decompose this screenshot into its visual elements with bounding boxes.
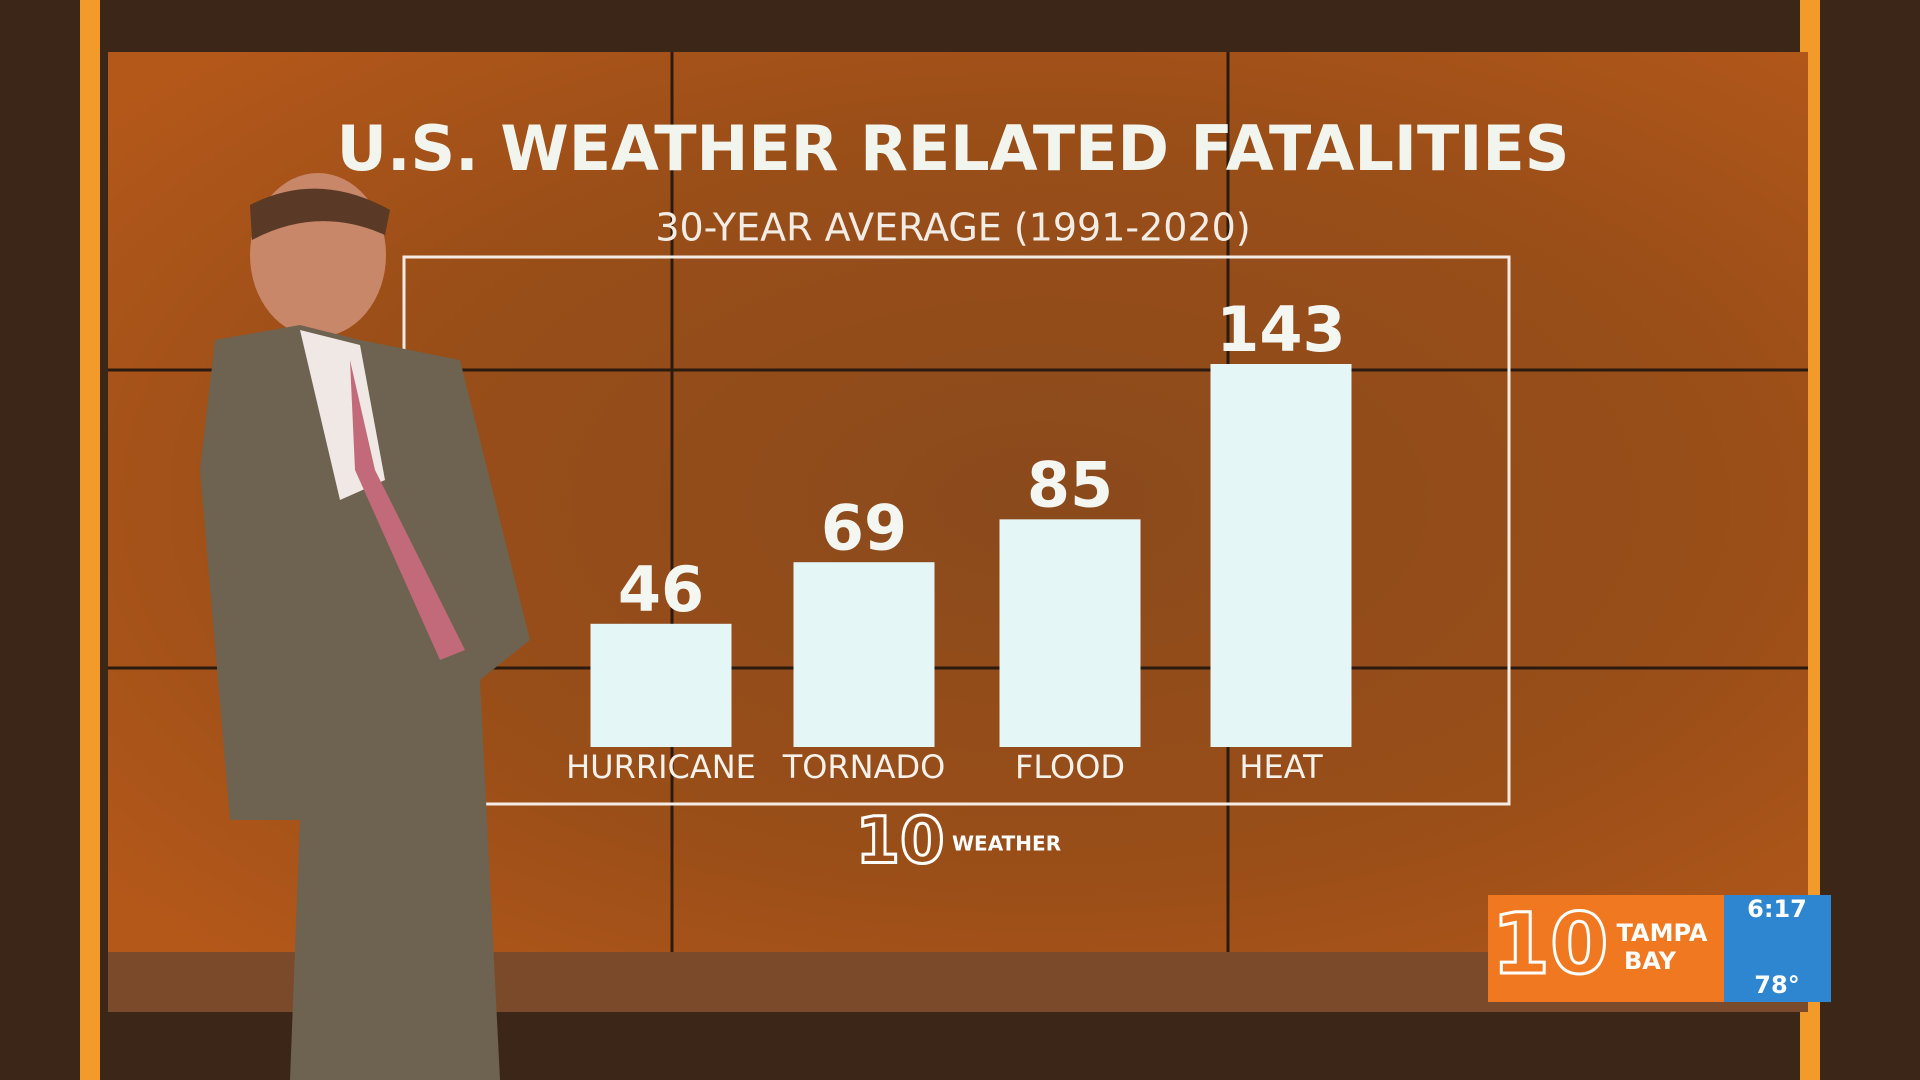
bug-time: 6:17 — [1747, 895, 1807, 923]
logo-text: WEATHER — [952, 832, 1061, 856]
value-label: 46 — [618, 553, 704, 626]
bar — [1210, 364, 1352, 747]
bug-temperature: 78° — [1754, 971, 1799, 999]
chart-subtitle: 30-YEAR AVERAGE (1991-2020) — [655, 206, 1250, 250]
category-label: FLOOD — [1015, 748, 1125, 786]
category-label: HURRICANE — [566, 748, 756, 786]
bug-name: BAY — [1624, 947, 1677, 975]
presenter — [200, 173, 530, 1080]
value-label: 85 — [1027, 448, 1113, 521]
logo-number: 10 — [855, 805, 944, 879]
bug-number: 10 — [1492, 895, 1609, 993]
value-label: 143 — [1216, 293, 1345, 366]
category-label: TORNADO — [782, 748, 946, 786]
bar — [590, 623, 732, 747]
light-strip — [80, 0, 100, 1080]
chart-title: U.S. WEATHER RELATED FATALITIES — [337, 112, 1570, 185]
bars: 46 HURRICANE 69 TORNADO 85 FLOOD 143 HEAT — [566, 293, 1352, 786]
bar — [999, 519, 1141, 747]
value-label: 69 — [821, 491, 907, 564]
bug-station — [1488, 895, 1724, 1002]
category-label: HEAT — [1239, 748, 1323, 786]
bar — [793, 562, 935, 747]
bug-weather — [1724, 895, 1831, 1002]
bug-name: TAMPA — [1617, 919, 1708, 947]
